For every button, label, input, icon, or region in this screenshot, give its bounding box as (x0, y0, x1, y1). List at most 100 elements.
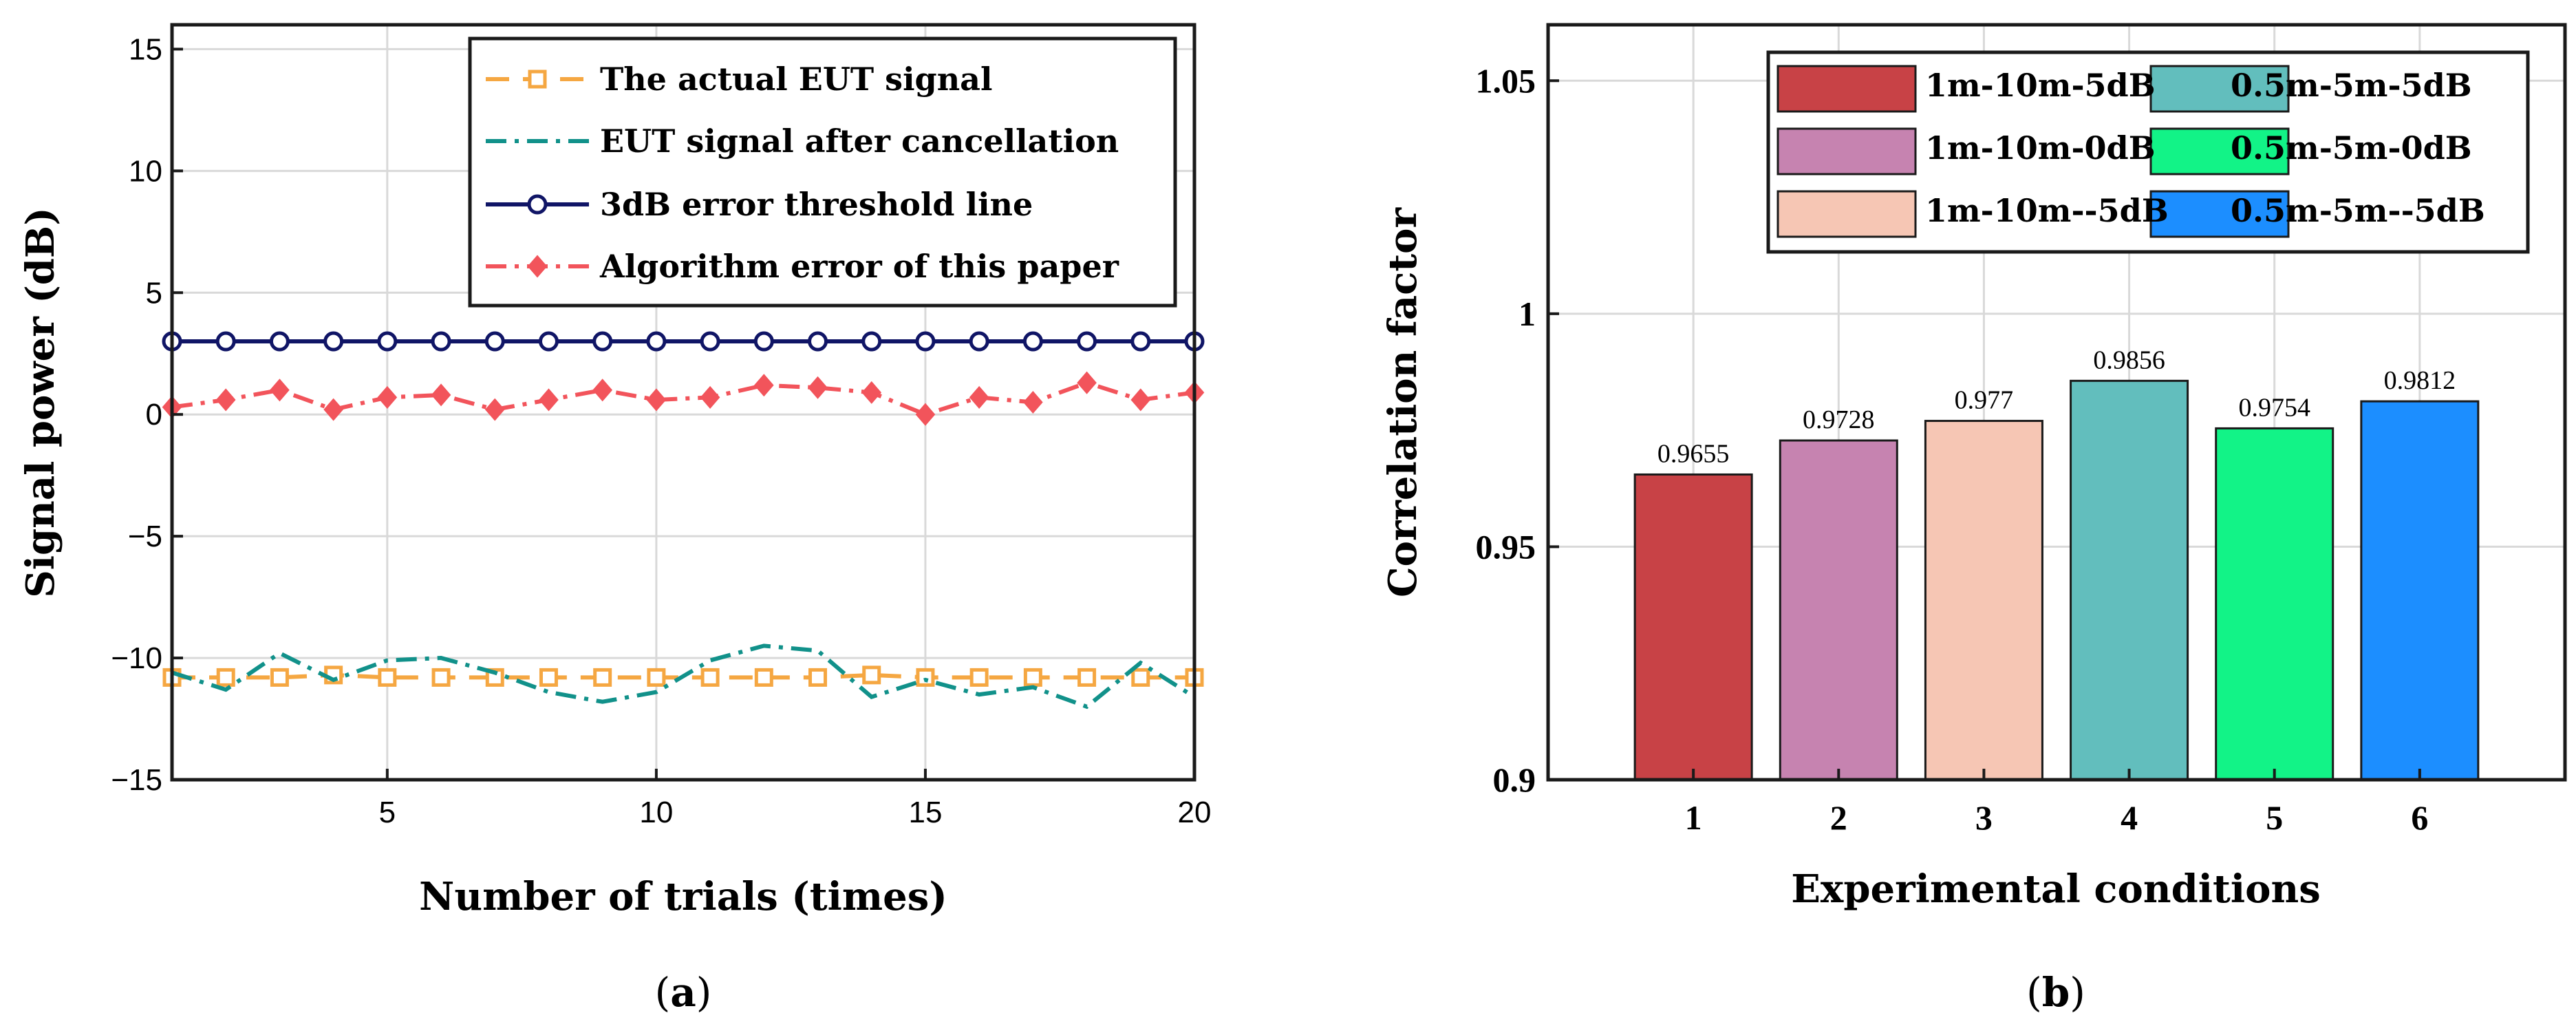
bar-3 (1924, 420, 2043, 781)
panel-a-caption-close: ) (696, 969, 712, 1016)
panel-b-caption-letter: b (2042, 969, 2070, 1016)
panel-b-legend: 1m-10m-5dB 1m-10m-0dB 1m-10m--5dB 0.5m-5… (1766, 50, 2530, 254)
panel-b-x-axis-label: Experimental conditions (1791, 866, 2320, 912)
legend-swatch-3 (1777, 190, 1917, 238)
panel-a-x-tick-label: 20 (1178, 796, 1212, 829)
legend-swatch-5 (2149, 127, 2290, 175)
panel-b-y-tick-label: 1 (1518, 295, 1536, 333)
legend-swatch-4 (2149, 65, 2290, 113)
panel-b-ticks: 0.9 0.95 1 1.05 1 2 3 4 5 6 (1476, 61, 2429, 837)
legend-label-0.5m-5m-5db: 0.5m-5m-5dB (2231, 67, 2472, 104)
data-point-algorithm-error (1077, 371, 1097, 394)
legend-label-algorithm-error: Algorithm error of this paper (599, 248, 1119, 285)
data-point-algorithm-error (808, 376, 828, 399)
panel-b-x-tick-label: 6 (2411, 798, 2428, 837)
panel-b-caption-close: ) (2070, 969, 2085, 1016)
legend-marker-actual-eut-signal (528, 70, 547, 89)
bar-value-label-6: 0.9812 (2384, 366, 2456, 395)
panel-b-y-tick-label: 0.9 (1493, 760, 1536, 799)
panel-a-legend-symbols (486, 70, 589, 278)
panel-a-line-chart: 5 10 15 20 15 10 5 0 −5 −10 −15 The actual EUT sig… (18, 23, 1211, 1016)
data-point-algorithm-error (700, 385, 720, 409)
bar-value-label-1: 0.9655 (1657, 439, 1730, 468)
panel-a-caption: (a) (655, 969, 712, 1016)
data-point-actual-eut-signal (969, 668, 989, 687)
bar-6 (2360, 400, 2480, 781)
panel-a-y-tick-label: 5 (146, 276, 162, 310)
data-point-threshold-3db (1130, 331, 1151, 352)
panel-b-legend-swatches (1777, 65, 2290, 238)
data-point-threshold-3db (1022, 331, 1043, 352)
series-threshold-3db (162, 331, 1205, 352)
data-point-algorithm-error (215, 388, 236, 412)
data-point-threshold-3db (808, 331, 828, 352)
data-point-actual-eut-signal (270, 668, 289, 687)
data-point-algorithm-error (969, 385, 989, 409)
legend-label-0.5m-5m-0db: 0.5m-5m-0dB (2231, 129, 2472, 167)
panel-a-caption-open: ( (655, 969, 671, 1016)
data-point-actual-eut-signal (216, 668, 235, 687)
data-point-algorithm-error (753, 374, 774, 397)
panel-a-y-tick-label: −10 (111, 641, 162, 675)
data-point-actual-eut-signal (1023, 668, 1042, 687)
panel-b-x-tick-label: 2 (1830, 798, 1847, 837)
data-point-actual-eut-signal (539, 668, 558, 687)
data-point-algorithm-error (539, 388, 559, 412)
data-point-threshold-3db (431, 331, 451, 352)
series-line-eut-after-cancellation (171, 643, 1196, 710)
panel-b-bars: 0.9655 0.9728 0.977 0.9856 0.9754 0.9812 (1633, 345, 2480, 781)
data-point-actual-eut-signal (754, 668, 773, 687)
bar-value-label-2: 0.9728 (1803, 405, 1875, 434)
panel-b-caption: (b) (2026, 969, 2085, 1016)
data-point-threshold-3db (269, 331, 290, 352)
data-point-actual-eut-signal (593, 668, 612, 687)
data-point-actual-eut-signal (916, 668, 935, 687)
data-point-threshold-3db (861, 331, 882, 352)
data-point-algorithm-error (484, 398, 505, 421)
data-point-algorithm-error (646, 388, 667, 412)
data-point-threshold-3db (377, 331, 398, 352)
legend-label-1m-10m-5db: 1m-10m-5dB (1925, 67, 2156, 104)
bar-1 (1633, 473, 1753, 781)
panel-a-x-axis-label: Number of trials (times) (419, 874, 947, 919)
data-point-threshold-3db (215, 331, 236, 352)
panel-a-x-tick-label: 5 (379, 796, 396, 829)
panel-a-legend: The actual EUT signal EUT signal after c… (468, 36, 1177, 308)
data-point-threshold-3db (484, 331, 505, 352)
panel-a-y-tick-label: −15 (111, 763, 162, 797)
panel-a-ticks: 5 10 15 20 15 10 5 0 −5 −10 −15 (111, 32, 1211, 829)
data-point-actual-eut-signal (378, 668, 397, 687)
panel-b-caption-open: ( (2026, 969, 2042, 1016)
bar-5 (2215, 427, 2334, 781)
bar-value-label-3: 0.977 (1955, 386, 2014, 415)
data-point-actual-eut-signal (1131, 668, 1150, 687)
data-point-threshold-3db (646, 331, 667, 352)
panel-a-legend-box (468, 36, 1177, 308)
data-point-algorithm-error (270, 379, 290, 402)
panel-b-axes-box (1546, 23, 2567, 782)
data-point-algorithm-error (323, 398, 343, 421)
data-point-threshold-3db (1077, 331, 1097, 352)
data-point-threshold-3db (592, 331, 613, 352)
bar-2 (1779, 439, 1898, 781)
legend-label-0.5m-5m-neg5db: 0.5m-5m--5dB (2231, 192, 2485, 229)
legend-swatch-6 (2149, 190, 2290, 238)
data-point-actual-eut-signal (862, 665, 881, 685)
legend-label-1m-10m-0db: 1m-10m-0dB (1925, 129, 2156, 167)
panel-a-series (162, 331, 1205, 710)
legend-swatch-2 (1777, 127, 1917, 175)
panel-a-y-tick-label: 0 (146, 398, 162, 432)
data-point-algorithm-error (1130, 388, 1151, 412)
data-point-algorithm-error (431, 383, 451, 407)
panel-a-axes-box (170, 23, 1196, 782)
data-point-threshold-3db (323, 331, 344, 352)
panel-b-x-tick-label: 5 (2266, 798, 2283, 837)
data-point-threshold-3db (969, 331, 989, 352)
panel-b-y-axis-label: Correlation factor (1380, 206, 1426, 597)
data-point-algorithm-error (1023, 390, 1043, 414)
legend-label-1m-10m-neg5db: 1m-10m--5dB (1925, 192, 2169, 229)
bar-value-label-4: 0.9856 (2093, 345, 2165, 374)
panel-a-caption-letter: a (670, 969, 696, 1016)
